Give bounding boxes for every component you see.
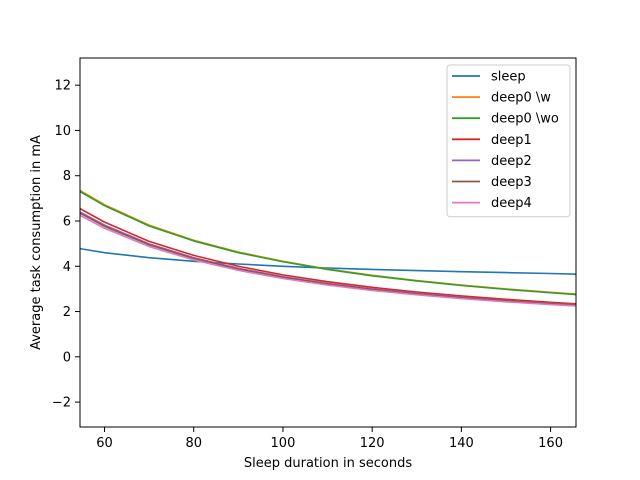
- legend-label: deep0 \w: [491, 91, 551, 106]
- series-line-2: [80, 190, 576, 296]
- x-tick-label: 140: [449, 436, 474, 451]
- series-line-0: [80, 247, 576, 275]
- x-tick-label: 160: [538, 436, 563, 451]
- y-axis-ticks: −2 0 2 4 6 8 10 12: [52, 79, 80, 411]
- series-line-5: [80, 212, 576, 307]
- y-tick-label: −2: [52, 396, 71, 411]
- y-tick-label: 0: [63, 350, 71, 365]
- y-tick-label: 2: [63, 305, 71, 320]
- y-tick-label: 6: [63, 214, 71, 229]
- legend-label: deep4: [491, 196, 532, 211]
- legend-label: deep2: [491, 154, 532, 169]
- x-axis-ticks: 60 80 100 120 140 160: [96, 427, 563, 451]
- series-layer: [80, 189, 576, 307]
- y-tick-label: 12: [54, 79, 71, 94]
- legend-box: [446, 64, 571, 218]
- x-tick-label: 80: [185, 436, 202, 451]
- legend-label: deep3: [491, 175, 532, 190]
- y-tick-label: 4: [63, 260, 71, 275]
- y-tick-label: 10: [54, 124, 71, 139]
- y-tick-label: 8: [63, 169, 71, 184]
- x-tick-label: 60: [96, 436, 113, 451]
- series-line-3: [80, 207, 576, 305]
- axes-frame: [79, 57, 577, 428]
- y-axis-title: Average task consumption in mA: [29, 135, 44, 350]
- legend: sleep deep0 \w deep0 \wo deep1 deep2 deep3 dee…: [446, 64, 571, 218]
- legend-label: deep1: [491, 133, 532, 148]
- legend-label: deep0 \wo: [491, 112, 559, 127]
- series-line-6: [80, 214, 576, 307]
- x-tick-label: 100: [271, 436, 296, 451]
- x-axis-title: Sleep duration in seconds: [244, 456, 412, 471]
- x-tick-label: 120: [360, 436, 385, 451]
- legend-label: sleep: [491, 70, 526, 85]
